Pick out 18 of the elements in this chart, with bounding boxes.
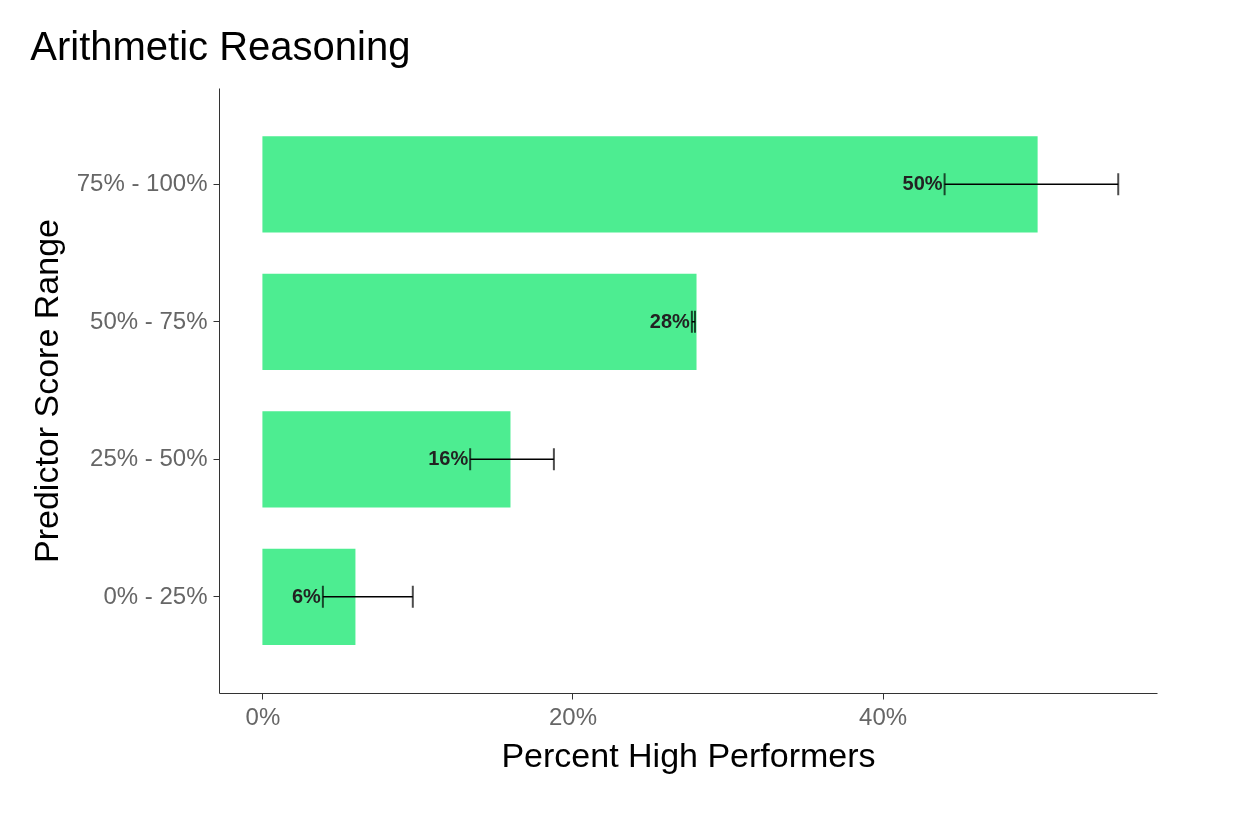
y-tick-label: 75% - 100% bbox=[76, 169, 208, 197]
data-label: 28% bbox=[649, 309, 691, 332]
x-tick-label: 40% bbox=[859, 702, 908, 730]
data-label: 6% bbox=[291, 584, 322, 607]
y-tick-label: 50% - 75% bbox=[90, 306, 208, 334]
y-tick-label: 25% - 50% bbox=[90, 444, 208, 472]
bar bbox=[262, 411, 511, 508]
bar bbox=[262, 548, 356, 645]
data-label: 16% bbox=[428, 447, 469, 470]
x-tick-label: 0% bbox=[245, 702, 281, 730]
y-tick-label: 0% - 25% bbox=[103, 581, 208, 609]
y-axis-title: Predictor Score Range bbox=[26, 219, 65, 563]
bar bbox=[262, 273, 697, 370]
x-axis-title: Percent High Performers bbox=[501, 735, 876, 774]
bar bbox=[262, 136, 1038, 233]
chart-title: Arithmetic Reasoning bbox=[30, 24, 411, 68]
x-tick-label: 20% bbox=[548, 702, 598, 730]
data-label: 50% bbox=[902, 172, 943, 195]
